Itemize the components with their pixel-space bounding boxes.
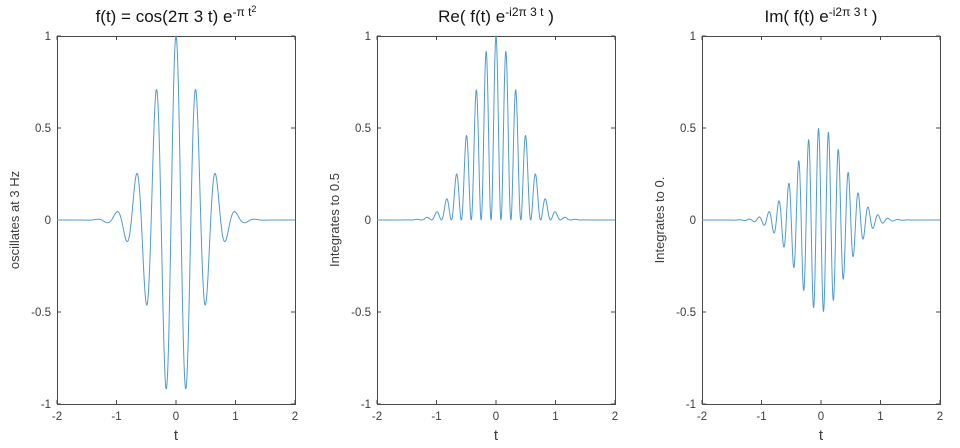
y-tick-label: -0.5 xyxy=(351,307,371,319)
x-tick-label: 1 xyxy=(232,411,238,423)
title-tail: ) xyxy=(867,7,878,26)
x-axis-label: t xyxy=(819,427,824,444)
panel-2-title: Re( f(t) e-i2π 3 t ) xyxy=(336,5,656,27)
x-axis-label: t xyxy=(174,427,179,444)
x-tick-label: -1 xyxy=(111,411,121,423)
y-axis-label: Integrates to 0.5 xyxy=(327,173,342,267)
y-tick-label: -1 xyxy=(686,399,696,411)
axes-box xyxy=(57,36,296,405)
x-axis-label: t xyxy=(494,427,499,444)
y-tick-label: 0 xyxy=(45,215,51,227)
x-tick-label: 0 xyxy=(173,411,179,423)
y-axis-label: Integrates to 0. xyxy=(652,177,667,264)
x-tick-label: 0 xyxy=(493,411,499,423)
panel-3-title: Im( f(t) e-i2π 3 t ) xyxy=(661,5,960,27)
y-tick-label: 0 xyxy=(365,215,371,227)
y-tick-label: 0 xyxy=(690,215,696,227)
signal-line xyxy=(56,35,296,390)
y-tick-label: 1 xyxy=(45,31,51,43)
x-tick-label: 2 xyxy=(292,411,298,423)
title-base: f(t) = cos(2π 3 t) e xyxy=(95,7,233,26)
y-tick-label: -0.5 xyxy=(31,307,51,319)
y-tick-label: 0.5 xyxy=(680,123,696,135)
x-tick-label: 2 xyxy=(937,411,943,423)
y-axis-label: oscillates at 3 Hz xyxy=(7,171,22,269)
y-tick-label: 1 xyxy=(365,31,371,43)
signal-line xyxy=(701,128,941,312)
x-tick-label: -2 xyxy=(52,411,62,423)
y-tick-label: -1 xyxy=(41,399,51,411)
title-base: Re( f(t) e xyxy=(438,7,506,26)
y-tick-label: -0.5 xyxy=(676,307,696,319)
panel-1-title: f(t) = cos(2π 3 t) e-π t2 xyxy=(16,4,336,27)
title-tail: ) xyxy=(543,7,554,26)
x-tick-label: -1 xyxy=(431,411,441,423)
axes-box xyxy=(377,36,616,405)
y-tick-label: -1 xyxy=(361,399,371,411)
title-superscript: -i2π 3 t xyxy=(828,5,868,19)
x-tick-label: 1 xyxy=(552,411,558,423)
title-superscript: -π t2 xyxy=(232,4,257,19)
x-tick-label: -2 xyxy=(697,411,707,423)
x-tick-label: 0 xyxy=(818,411,824,423)
title-base: Im( f(t) e xyxy=(764,7,829,26)
x-tick-label: 1 xyxy=(877,411,883,423)
y-tick-label: 0.5 xyxy=(355,123,371,135)
x-tick-label: -2 xyxy=(372,411,382,423)
signal-line xyxy=(376,35,616,221)
x-tick-label: -1 xyxy=(756,411,766,423)
x-tick-label: 2 xyxy=(612,411,618,423)
y-tick-label: 0.5 xyxy=(35,123,51,135)
title-superscript: -i2π 3 t xyxy=(505,5,544,19)
y-tick-label: 1 xyxy=(690,31,696,43)
